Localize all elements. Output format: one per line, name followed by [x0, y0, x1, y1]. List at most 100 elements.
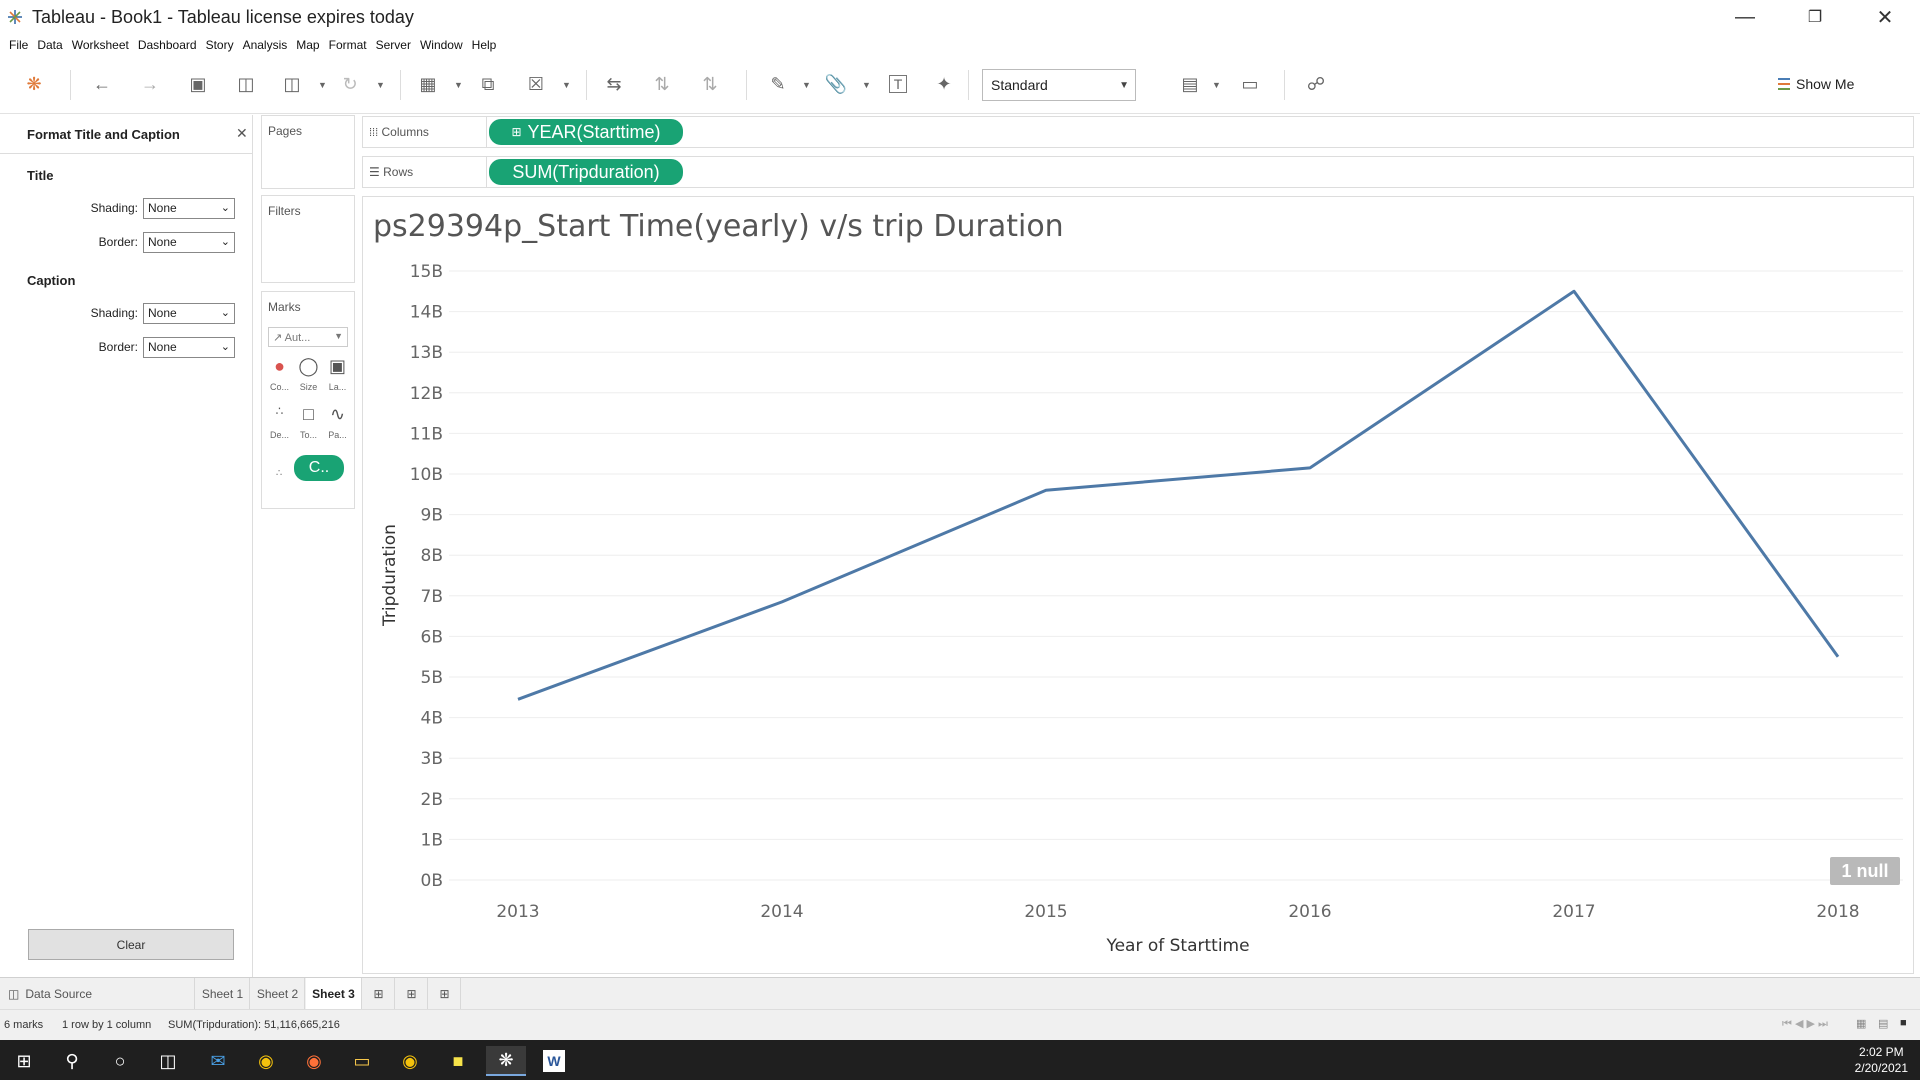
- menu-dashboard[interactable]: Dashboard: [137, 38, 197, 52]
- toolbar: ❋ ← → ▣ ◫ ◫ ▼ ↻ ▼ ▦ ▼ ⧉ ☒ ▼ ⇆ ⇅ ⇅ ✎ ▼ 📎 …: [0, 56, 1920, 114]
- menu-format[interactable]: Format: [328, 38, 367, 52]
- redo-button[interactable]: →: [136, 70, 164, 98]
- x-tick-label: 2017: [1552, 902, 1595, 922]
- title-shading-select[interactable]: None ⌄: [143, 198, 235, 219]
- sort-descending-button[interactable]: ⇅: [696, 70, 724, 98]
- new-data-source-button[interactable]: ◫: [232, 70, 260, 98]
- save-button[interactable]: ▣: [184, 70, 212, 98]
- system-clock[interactable]: 2:02 PM 2/20/2021: [1855, 1044, 1908, 1076]
- new-worksheet-button[interactable]: ▦: [414, 70, 442, 98]
- share-button[interactable]: ☍: [1302, 70, 1330, 98]
- sheet-sorter-view-icon[interactable]: ▦: [1856, 1018, 1867, 1030]
- sheet-navigation[interactable]: ⏮ ◀ ▶ ⏭: [1782, 1018, 1828, 1030]
- menu-worksheet[interactable]: Worksheet: [71, 38, 129, 52]
- null-indicator[interactable]: 1 null: [1830, 857, 1900, 885]
- color-button-label: Co...: [269, 382, 289, 392]
- close-button[interactable]: ✕: [1850, 0, 1920, 34]
- rows-pill[interactable]: SUM(Tripduration): [489, 159, 683, 185]
- mark-type-dropdown[interactable]: ↗ Aut... ▼: [268, 327, 348, 347]
- format-pane-close-button[interactable]: ✕: [236, 125, 248, 142]
- tab-data-source[interactable]: ◫ Data Source: [0, 978, 195, 1010]
- sort-ascending-button[interactable]: ⇅: [648, 70, 676, 98]
- marks-field-pill[interactable]: C..: [294, 455, 344, 481]
- caption-shading-select[interactable]: None ⌄: [143, 303, 235, 324]
- new-story-tab-button[interactable]: ⊞: [429, 978, 461, 1010]
- chrome-app-2[interactable]: ◉: [390, 1046, 430, 1076]
- presentation-mode-button[interactable]: ▭: [1236, 70, 1264, 98]
- columns-shelf[interactable]: ⁞⁞⁞ Columns ⊞ YEAR(Starttime): [362, 116, 1914, 148]
- minimize-button[interactable]: —: [1710, 0, 1780, 34]
- tab-sheet-1[interactable]: Sheet 1: [196, 978, 250, 1010]
- pause-updates-button[interactable]: ◫: [278, 70, 306, 98]
- fix-axes-button[interactable]: ✦: [930, 70, 958, 98]
- series-line[interactable]: [517, 289, 1840, 701]
- show-cards-button[interactable]: ▤: [1176, 70, 1204, 98]
- refresh-button[interactable]: ↻: [336, 70, 364, 98]
- tab-sheet-2[interactable]: Sheet 2: [251, 978, 305, 1010]
- menu-data[interactable]: Data: [37, 38, 63, 52]
- windows-start-button[interactable]: ⊞: [4, 1046, 44, 1076]
- clock-date: 2/20/2021: [1854, 1061, 1908, 1075]
- detail-button[interactable]: ∴ De...: [266, 404, 293, 444]
- chevron-down-icon[interactable]: ▼: [376, 80, 385, 90]
- cortana-button[interactable]: ○: [100, 1046, 140, 1076]
- group-members-button[interactable]: 📎: [822, 70, 850, 98]
- detail-icon: ∴: [275, 404, 284, 418]
- chevron-down-icon[interactable]: ▼: [562, 80, 571, 90]
- new-dashboard-tab-button[interactable]: ⊞: [396, 978, 428, 1010]
- caption-border-select[interactable]: None ⌄: [143, 337, 235, 358]
- task-view-button[interactable]: ◫: [148, 1046, 188, 1076]
- search-button[interactable]: ⚲: [52, 1046, 92, 1076]
- firefox-app[interactable]: ◉: [294, 1046, 334, 1076]
- menu-help[interactable]: Help: [471, 38, 497, 52]
- chrome-app[interactable]: ◉: [246, 1046, 286, 1076]
- new-worksheet-tab-button[interactable]: ⊞: [363, 978, 395, 1010]
- duplicate-sheet-button[interactable]: ⧉: [474, 70, 502, 98]
- chevron-down-icon[interactable]: ▼: [862, 80, 871, 90]
- path-button[interactable]: ∿ Pa...: [324, 404, 351, 444]
- chart-title[interactable]: ps29394p_Start Time(yearly) v/s trip Dur…: [373, 209, 1064, 244]
- undo-button[interactable]: ←: [88, 70, 116, 98]
- menu-bar: File Data Worksheet Dashboard Story Anal…: [0, 34, 1920, 56]
- label-button-label: La...: [328, 382, 347, 392]
- sticky-notes-app[interactable]: ■: [438, 1046, 478, 1076]
- tableau-home-button[interactable]: ❋: [20, 70, 48, 98]
- show-me-button[interactable]: Show Me: [1778, 76, 1854, 92]
- restore-button[interactable]: ❐: [1780, 0, 1850, 34]
- swap-rows-columns-button[interactable]: ⇆: [600, 70, 628, 98]
- rows-shelf[interactable]: ☰ Rows SUM(Tripduration): [362, 156, 1914, 188]
- menu-window[interactable]: Window: [419, 38, 463, 52]
- menu-analysis[interactable]: Analysis: [242, 38, 288, 52]
- clear-button[interactable]: Clear: [28, 929, 234, 960]
- status-marks: 6 marks: [4, 1019, 44, 1031]
- tab-sheet-3[interactable]: Sheet 3: [306, 978, 362, 1010]
- chevron-down-icon[interactable]: ▼: [318, 80, 327, 90]
- chevron-down-icon[interactable]: ▼: [454, 80, 463, 90]
- chevron-down-icon[interactable]: ▼: [1212, 80, 1221, 90]
- mail-app[interactable]: ✉: [198, 1046, 238, 1076]
- rows-shelf-label: ☰ Rows: [369, 165, 414, 179]
- label-button[interactable]: ▣ La...: [324, 356, 351, 396]
- word-app[interactable]: W: [534, 1046, 574, 1076]
- menu-story[interactable]: Story: [205, 38, 234, 52]
- tabs-view-icon[interactable]: ■: [1900, 1017, 1907, 1029]
- tooltip-button[interactable]: □ To...: [295, 404, 322, 444]
- title-border-select[interactable]: None ⌄: [143, 232, 235, 253]
- menu-server[interactable]: Server: [375, 38, 411, 52]
- filters-shelf[interactable]: Filters: [261, 195, 355, 283]
- color-button[interactable]: ●​ Co...: [266, 356, 293, 396]
- highlight-button[interactable]: ✎: [764, 70, 792, 98]
- filmstrip-view-icon[interactable]: ▤: [1878, 1018, 1889, 1030]
- file-explorer-app[interactable]: ▭: [342, 1046, 382, 1076]
- paperclip-icon: 📎: [824, 73, 848, 94]
- tableau-app[interactable]: ❋: [486, 1046, 526, 1076]
- columns-pill[interactable]: ⊞ YEAR(Starttime): [489, 119, 683, 145]
- menu-map[interactable]: Map: [296, 38, 320, 52]
- fit-dropdown[interactable]: Standard ▼: [982, 69, 1136, 101]
- pages-shelf[interactable]: Pages: [261, 115, 355, 189]
- show-mark-labels-button[interactable]: T: [884, 70, 912, 98]
- chevron-down-icon[interactable]: ▼: [802, 80, 811, 90]
- size-button[interactable]: ◯ Size: [295, 356, 322, 396]
- menu-file[interactable]: File: [9, 38, 29, 52]
- clear-sheet-button[interactable]: ☒: [522, 70, 550, 98]
